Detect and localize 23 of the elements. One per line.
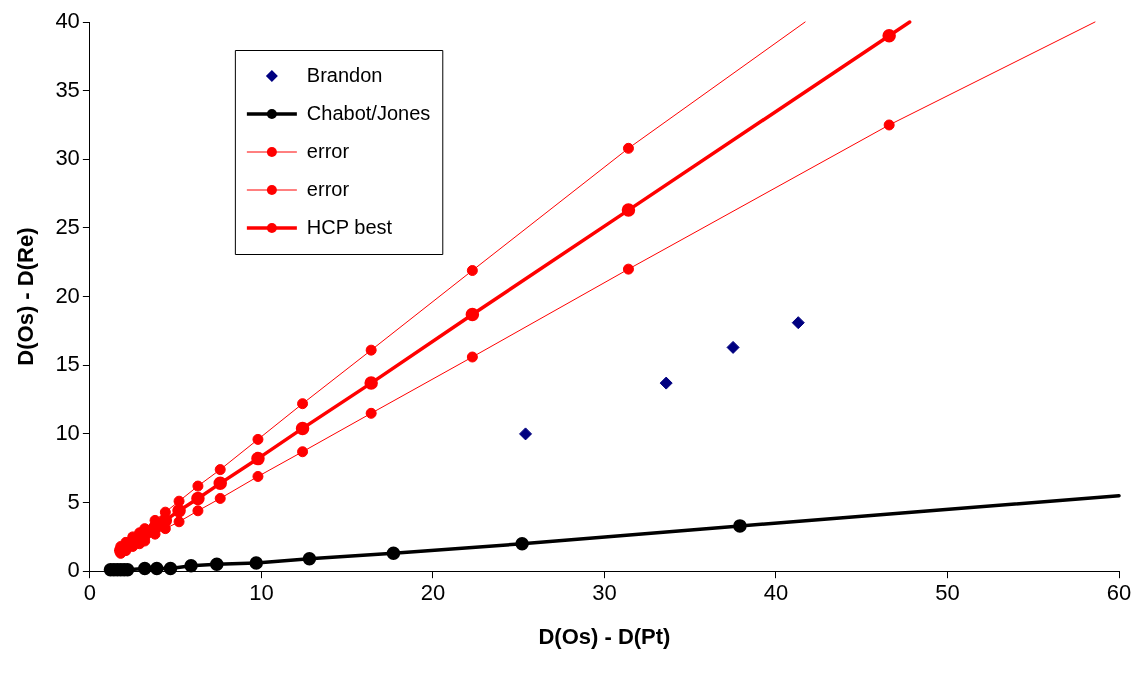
- x-tick-label: 20: [420, 580, 446, 606]
- legend-label: Brandon: [306, 63, 383, 86]
- legend-label: error: [306, 177, 350, 200]
- y-tick-label: 15: [55, 351, 80, 377]
- legend-label: Chabot/Jones: [306, 101, 431, 124]
- legend-label: HCP best: [306, 215, 393, 238]
- x-tick-label: 40: [763, 580, 789, 606]
- y-tick-label: 10: [55, 419, 80, 445]
- x-tick-label: 60: [1106, 580, 1132, 606]
- y-tick-label: 25: [55, 214, 80, 240]
- x-tick-label: 30: [592, 580, 617, 606]
- x-tick-label: 0: [83, 580, 96, 606]
- x-tick-label: 10: [249, 580, 274, 606]
- y-tick-label: 5: [67, 488, 80, 514]
- y-axis-title: D(Os) - D(Re): [13, 227, 39, 366]
- y-tick-label: 20: [55, 282, 80, 308]
- x-tick-label: 50: [935, 580, 960, 606]
- y-tick-label: 35: [55, 76, 80, 102]
- x-axis-title: D(Os) - D(Pt): [538, 623, 671, 649]
- y-tick-label: 30: [55, 145, 80, 171]
- legend-label: error: [306, 139, 350, 162]
- y-tick-label: 40: [55, 8, 80, 34]
- y-tick-label: 0: [67, 557, 80, 583]
